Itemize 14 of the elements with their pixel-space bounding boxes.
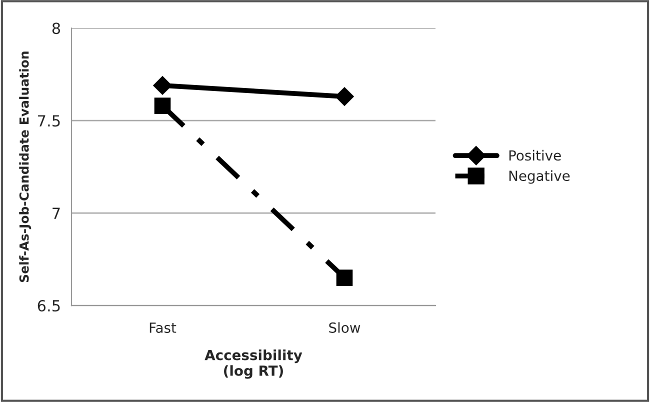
legend-label: Negative xyxy=(509,170,570,184)
y-tick-label: 6.5 xyxy=(38,300,60,312)
point xyxy=(153,76,172,95)
y-tick-label: 8 xyxy=(52,22,60,34)
y-tick-label: 7 xyxy=(52,208,60,219)
legend-label: Positive xyxy=(509,150,561,161)
x-tick-label: Slow xyxy=(329,322,360,333)
point xyxy=(154,98,171,114)
point xyxy=(335,87,354,106)
x-axis-title: Accessibility (log RT) xyxy=(204,350,302,379)
point xyxy=(336,270,353,286)
x-tick-label: Fast xyxy=(150,322,176,333)
y-tick-label: 7.5 xyxy=(38,115,60,127)
y-axis-title: Self-As-Job-Candidate Evaluation xyxy=(19,52,32,282)
